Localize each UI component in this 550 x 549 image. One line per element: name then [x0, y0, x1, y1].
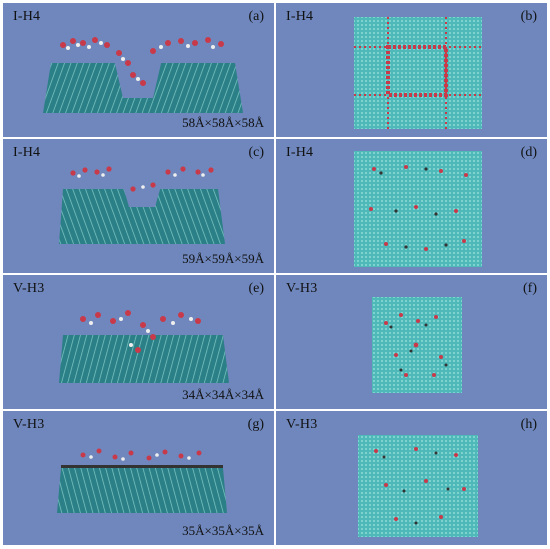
panel-h: V-H3 (h)	[276, 411, 547, 545]
panel-tag: (c)	[248, 145, 264, 160]
panel-tag: (h)	[520, 417, 537, 432]
figure-grid: I-H4 (a) 58Å×58Å×58Å I-H4 (b)	[3, 3, 547, 546]
panel-tag: (a)	[248, 9, 264, 24]
panel-label: I-H4	[286, 9, 314, 24]
molecular-scene-side-c	[59, 166, 225, 244]
panel-b: I-H4 (b)	[276, 3, 547, 137]
panel-e: V-H3 (e) 34Å×34Å×34Å	[3, 275, 274, 409]
molecular-scene-top-b	[354, 17, 482, 129]
panel-tag: (f)	[523, 281, 537, 296]
panel-d: I-H4 (d)	[276, 139, 547, 273]
panel-tag: (d)	[520, 145, 537, 160]
molecular-scene-top-h	[358, 435, 478, 537]
molecular-scene-side-g	[57, 448, 227, 513]
box-dimensions: 58Å×58Å×58Å	[182, 115, 264, 130]
panel-tag: (g)	[247, 417, 264, 432]
molecular-scene-side-a	[43, 37, 243, 113]
panel-g: V-H3 (g) 35Å×35Å×35Å	[3, 411, 274, 545]
box-dimensions: 59Å×59Å×59Å	[182, 251, 264, 266]
panel-label: I-H4	[13, 9, 41, 24]
box-dimensions: 34Å×34Å×34Å	[182, 387, 264, 402]
molecular-scene-top-f	[372, 297, 462, 393]
molecular-scene-top-d	[354, 151, 482, 267]
panel-label: I-H4	[13, 145, 41, 160]
panel-label: V-H3	[13, 417, 45, 432]
box-dimensions: 35Å×35Å×35Å	[182, 523, 264, 538]
panel-f: V-H3 (f)	[276, 275, 547, 409]
panel-label: I-H4	[286, 145, 314, 160]
molecular-scene-side-e	[59, 310, 229, 383]
panel-label: V-H3	[286, 281, 318, 296]
panel-a: I-H4 (a) 58Å×58Å×58Å	[3, 3, 274, 137]
panel-tag: (e)	[248, 281, 264, 296]
panel-label: V-H3	[286, 417, 318, 432]
panel-tag: (b)	[520, 9, 537, 24]
panel-c: I-H4 (c) 59Å×59Å×59Å	[3, 139, 274, 273]
panel-label: V-H3	[13, 281, 45, 296]
